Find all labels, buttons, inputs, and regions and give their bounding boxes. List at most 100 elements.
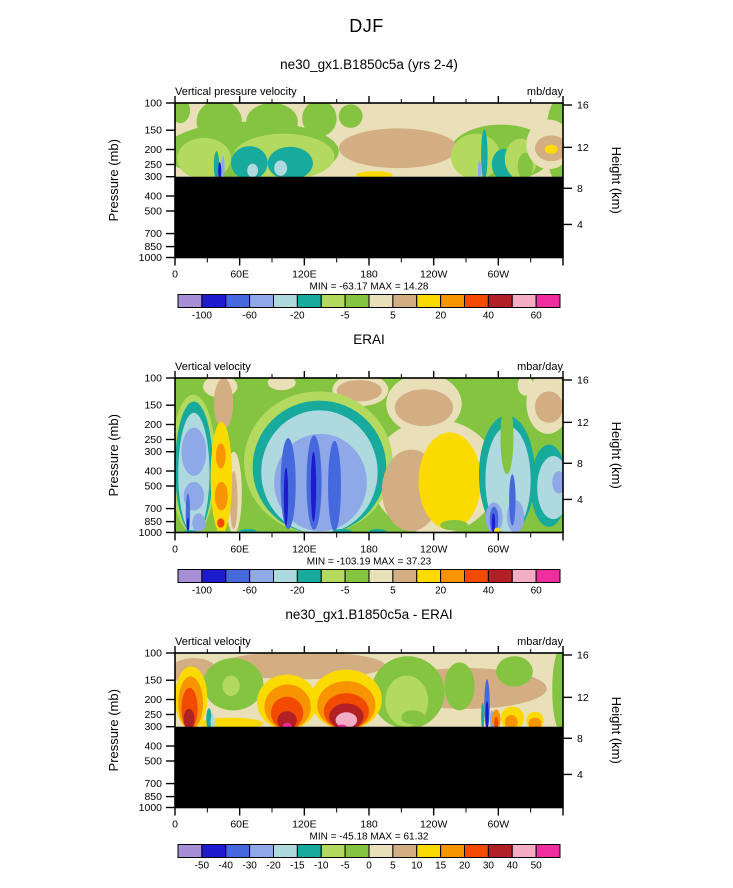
colorbar: -100 -60 -20 -5 5 20 40 60 xyxy=(177,569,561,597)
colorbar-tick-label: -30 xyxy=(242,861,257,872)
height-tick-label: 8 xyxy=(577,458,583,470)
pressure-tick-label: 100 xyxy=(144,373,162,385)
height-tick-label: 12 xyxy=(577,417,589,429)
pressure-tick-label: 500 xyxy=(144,755,162,767)
colorbar-tick-label: 5 xyxy=(390,861,396,872)
height-tick-label: 4 xyxy=(577,494,583,506)
height-tick-label: 16 xyxy=(577,100,589,112)
pressure-tick-label: 400 xyxy=(144,191,162,203)
colorbar: -100 -60 -20 -5 5 20 40 60 xyxy=(177,294,561,322)
pressure-tick-label: 1000 xyxy=(139,252,163,264)
colorbar-tick-label: -40 xyxy=(219,861,234,872)
pressure-tick-label: 200 xyxy=(144,694,162,706)
pressure-tick-label: 150 xyxy=(144,125,162,137)
colorbar-tick-label: 20 xyxy=(459,861,471,872)
pressure-tick-label: 300 xyxy=(144,721,162,733)
colorbar-tick-label: 0 xyxy=(366,861,372,872)
colorbar-tick-label: 60 xyxy=(531,586,543,597)
pressure-tick-label: 300 xyxy=(144,446,162,458)
pressure-tick-label: 500 xyxy=(144,205,162,217)
masked-region xyxy=(175,176,563,258)
x-tick-label: 0 xyxy=(172,819,178,831)
colorbar-tick-label: 40 xyxy=(483,311,495,322)
pressure-tick-label: 700 xyxy=(144,503,162,515)
pressure-axis-label: Pressure (mb) xyxy=(106,139,121,221)
height-tick-label: 4 xyxy=(577,769,583,781)
x-tick-label: 120E xyxy=(292,819,317,831)
pressure-tick-label: 250 xyxy=(144,709,162,721)
x-tick-label: 120W xyxy=(420,269,448,281)
x-tick-label: 0 xyxy=(172,269,178,281)
main-title: DJF xyxy=(349,16,384,36)
colorbar-tick-label: -100 xyxy=(192,586,212,597)
panel-1: ne30_gx1.B1850c5a (yrs 2-4) Vertical pres… xyxy=(106,57,624,322)
pressure-tick-label: 400 xyxy=(144,741,162,753)
height-tick-label: 16 xyxy=(577,375,589,387)
pressure-tick-label: 100 xyxy=(144,648,162,660)
height-tick-label: 16 xyxy=(577,650,589,662)
colorbar-tick-label: -100 xyxy=(192,311,212,322)
pressure-tick-label: 300 xyxy=(144,171,162,183)
pressure-tick-label: 250 xyxy=(144,159,162,171)
pressure-tick-label: 150 xyxy=(144,675,162,687)
x-tick-label: 60W xyxy=(488,544,510,556)
x-tick-label: 60E xyxy=(230,819,249,831)
field-caption: Vertical velocity xyxy=(175,361,251,373)
plot-area xyxy=(175,653,563,808)
colorbar-tick-label: -15 xyxy=(290,861,305,872)
pressure-tick-label: 850 xyxy=(144,516,162,528)
colorbar-tick-label: 5 xyxy=(390,311,396,322)
height-tick-label: 8 xyxy=(577,183,583,195)
x-tick-label: 180 xyxy=(360,544,378,556)
colorbar-tick-label: -20 xyxy=(266,861,281,872)
height-tick-label: 12 xyxy=(577,142,589,154)
panel-3: ne30_gx1.B1850c5a - ERAI Vertical velocit… xyxy=(106,607,624,872)
x-tick-label: 120W xyxy=(420,819,448,831)
x-tick-label: 0 xyxy=(172,544,178,556)
pressure-tick-label: 700 xyxy=(144,778,162,790)
pressure-tick-label: 850 xyxy=(144,791,162,803)
units-caption: mb/day xyxy=(527,86,564,98)
colorbar-tick-label: 30 xyxy=(483,861,495,872)
plot-area xyxy=(175,103,563,258)
colorbar-tick-label: 20 xyxy=(435,586,447,597)
panel-subtitle: ERAI xyxy=(353,332,385,347)
pressure-tick-label: 500 xyxy=(144,480,162,492)
height-axis-label: Height (km) xyxy=(609,697,624,764)
pressure-tick-label: 1000 xyxy=(139,802,163,814)
colorbar-tick-label: 15 xyxy=(435,861,447,872)
minmax-annotation: MIN = -63.17 MAX = 14.28 xyxy=(310,282,429,293)
field-caption: Vertical pressure velocity xyxy=(175,86,297,98)
colorbar-tick-label: 10 xyxy=(411,861,423,872)
colorbar-tick-label: 50 xyxy=(531,861,543,872)
x-tick-label: 60E xyxy=(230,269,249,281)
minmax-annotation: MIN = -103.19 MAX = 37.23 xyxy=(307,557,432,568)
colorbar-tick-label: -5 xyxy=(341,311,350,322)
x-tick-label: 120E xyxy=(292,269,317,281)
height-tick-label: 8 xyxy=(577,733,583,745)
colorbar-tick-label: -50 xyxy=(195,861,210,872)
colorbar-tick-label: -60 xyxy=(242,586,257,597)
x-tick-label: 60W xyxy=(488,269,510,281)
panel-subtitle: ne30_gx1.B1850c5a (yrs 2-4) xyxy=(280,57,458,72)
colorbar-tick-label: 60 xyxy=(531,311,543,322)
colorbar-tick-label: -5 xyxy=(341,586,350,597)
x-tick-label: 120E xyxy=(292,544,317,556)
colorbar-tick-label: 40 xyxy=(483,586,495,597)
pressure-tick-label: 1000 xyxy=(139,527,163,539)
pressure-axis-label: Pressure (mb) xyxy=(106,414,121,496)
units-caption: mbar/day xyxy=(517,361,563,373)
pressure-tick-label: 150 xyxy=(144,400,162,412)
pressure-tick-label: 100 xyxy=(144,98,162,110)
colorbar-tick-label: 20 xyxy=(435,311,447,322)
x-tick-label: 60E xyxy=(230,544,249,556)
field-caption: Vertical velocity xyxy=(175,636,251,648)
x-tick-label: 120W xyxy=(420,544,448,556)
pressure-tick-label: 400 xyxy=(144,466,162,478)
height-axis-label: Height (km) xyxy=(609,422,624,489)
pressure-tick-label: 200 xyxy=(144,419,162,431)
pressure-tick-label: 700 xyxy=(144,228,162,240)
panel-subtitle: ne30_gx1.B1850c5a - ERAI xyxy=(285,607,452,622)
pressure-axis-label: Pressure (mb) xyxy=(106,689,121,771)
colorbar-tick-label: -20 xyxy=(290,311,305,322)
